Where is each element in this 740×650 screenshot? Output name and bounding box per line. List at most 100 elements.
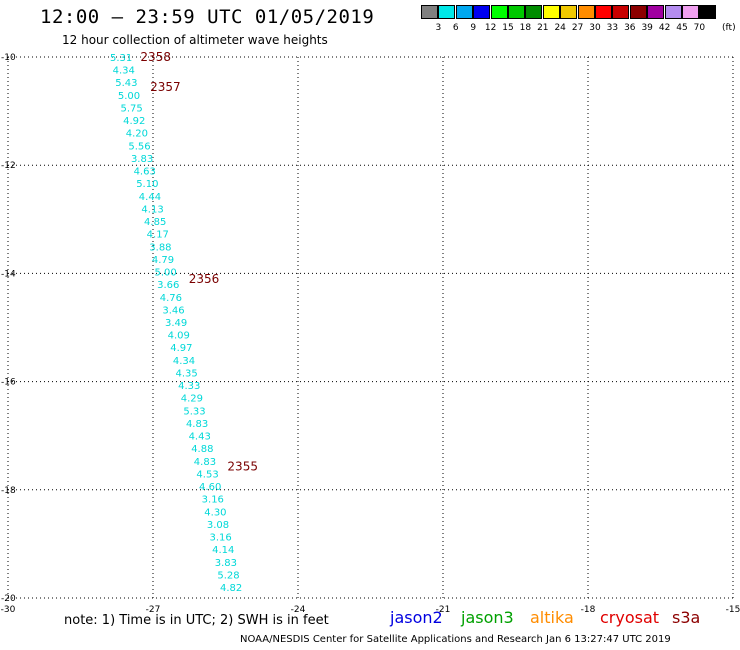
color-scale-label: 33 — [606, 23, 619, 33]
wave-height-label: 4.29 — [181, 394, 203, 405]
wave-height-label: 4.34 — [113, 66, 135, 77]
latitude-tick-label: -14 — [1, 269, 16, 279]
wave-height-label: 5.43 — [115, 78, 137, 89]
wave-height-label: 4.34 — [173, 356, 195, 367]
satellite-legend-altika: altika — [530, 608, 574, 627]
color-swatch — [421, 5, 438, 19]
wave-height-label: 3.66 — [157, 280, 179, 291]
wave-height-label: 5.28 — [217, 570, 239, 581]
satellite-legend-s3a: s3a — [672, 608, 701, 627]
wave-height-label: 4.83 — [186, 419, 208, 430]
wave-height-label: 4.44 — [139, 192, 161, 203]
wave-height-label: 5.33 — [183, 406, 205, 417]
color-scale-label: 42 — [658, 23, 671, 33]
wave-height-label: 5.00 — [118, 91, 140, 102]
color-swatch — [542, 5, 560, 19]
color-swatch — [577, 5, 595, 19]
wave-height-label: 4.14 — [212, 545, 234, 556]
color-swatch — [490, 5, 508, 19]
pass-time-label: 2357 — [150, 80, 181, 94]
latitude-tick-label: -10 — [1, 53, 16, 63]
pass-time-label: 2356 — [189, 272, 220, 286]
wave-height-label: 4.30 — [204, 507, 226, 518]
wave-height-label: 4.83 — [194, 457, 216, 468]
color-swatch — [699, 5, 717, 19]
color-scale-label: 30 — [589, 23, 601, 33]
longitude-tick-label: -27 — [146, 605, 161, 615]
wave-height-label: 5.56 — [128, 141, 150, 152]
page-title: 12:00 — 23:59 UTC 01/05/2019 — [40, 6, 375, 28]
wave-height-label: 3.83 — [131, 154, 153, 165]
color-swatch — [455, 5, 473, 19]
color-swatch — [473, 5, 491, 19]
color-swatch — [508, 5, 525, 19]
wave-height-label: 4.79 — [152, 255, 174, 266]
wave-height-label: 4.60 — [199, 482, 221, 493]
color-scale-label: 9 — [470, 23, 477, 33]
page-subtitle: 12 hour collection of altimeter wave hei… — [62, 33, 328, 47]
wave-height-label: 4.82 — [220, 583, 242, 594]
color-scale-label: 39 — [641, 23, 653, 33]
wave-height-label: 4.43 — [189, 432, 211, 443]
color-scale-label: 36 — [624, 23, 636, 33]
longitude-tick-label: -21 — [436, 605, 451, 615]
wave-height-label: 4.76 — [160, 293, 182, 304]
longitude-tick-label: -30 — [1, 605, 16, 615]
latitude-tick-label: -16 — [1, 378, 16, 388]
color-scale-label: 27 — [571, 23, 584, 33]
wave-height-label: 4.92 — [123, 116, 145, 127]
wave-height-label: 5.10 — [136, 179, 158, 190]
color-swatch — [595, 5, 612, 19]
color-swatch — [629, 5, 647, 19]
wave-height-label: 5.75 — [120, 103, 142, 114]
color-scale-label: 12 — [484, 23, 497, 33]
wave-height-label: 3.88 — [149, 242, 171, 253]
wave-height-label: 5.31 — [110, 53, 132, 64]
footer-note: note: 1) Time is in UTC; 2) SWH is in fe… — [64, 613, 329, 628]
wave-height-label: 4.33 — [178, 381, 200, 392]
wave-height-label: 4.63 — [134, 167, 156, 178]
color-scale-label: 70 — [693, 23, 706, 33]
longitude-tick-label: -15 — [726, 605, 740, 615]
satellite-legend-jason3: jason3 — [461, 608, 514, 627]
color-scale-label: 6 — [452, 23, 459, 33]
pass-time-label: 2358 — [140, 50, 171, 64]
color-swatch — [525, 5, 543, 19]
wave-height-label: 3.16 — [210, 533, 232, 544]
wave-height-label: 4.13 — [141, 204, 163, 215]
latitude-tick-label: -18 — [1, 486, 16, 496]
color-swatch — [647, 5, 665, 19]
wave-height-label: 3.46 — [162, 305, 184, 316]
wave-height-label: 4.85 — [144, 217, 166, 228]
latitude-tick-label: -20 — [1, 594, 16, 604]
wave-height-label: 4.88 — [191, 444, 213, 455]
wave-height-label: 4.09 — [168, 331, 190, 342]
credit-line: NOAA/NESDIS Center for Satellite Applica… — [240, 634, 671, 645]
longitude-tick-label: -18 — [581, 605, 596, 615]
wave-height-label: 4.35 — [175, 368, 197, 379]
wave-height-label: 5.00 — [155, 268, 177, 279]
wave-height-label: 4.17 — [147, 230, 169, 241]
color-scale-label: 45 — [676, 23, 688, 33]
color-scale-label: 18 — [519, 23, 532, 33]
longitude-tick-label: -24 — [291, 605, 306, 615]
satellite-legend-cryosat: cryosat — [600, 608, 660, 627]
pass-time-label: 2355 — [227, 460, 258, 474]
wave-height-label: 4.20 — [126, 129, 148, 140]
wave-height-label: 3.49 — [165, 318, 187, 329]
color-swatch — [682, 5, 699, 19]
wave-height-label: 4.97 — [170, 343, 192, 354]
wave-height-label: 3.08 — [207, 520, 229, 531]
color-scale-label: 3 — [435, 23, 442, 33]
wave-height-label: 3.83 — [215, 558, 237, 569]
color-swatch — [612, 5, 630, 19]
wave-height-label: 4.53 — [196, 469, 218, 480]
color-scale-label: 15 — [502, 23, 514, 33]
color-scale-unit: (ft) — [722, 23, 736, 33]
latitude-tick-label: -12 — [1, 161, 16, 171]
color-swatch — [664, 5, 682, 19]
color-swatch — [438, 5, 456, 19]
color-scale-label: 24 — [554, 23, 566, 33]
